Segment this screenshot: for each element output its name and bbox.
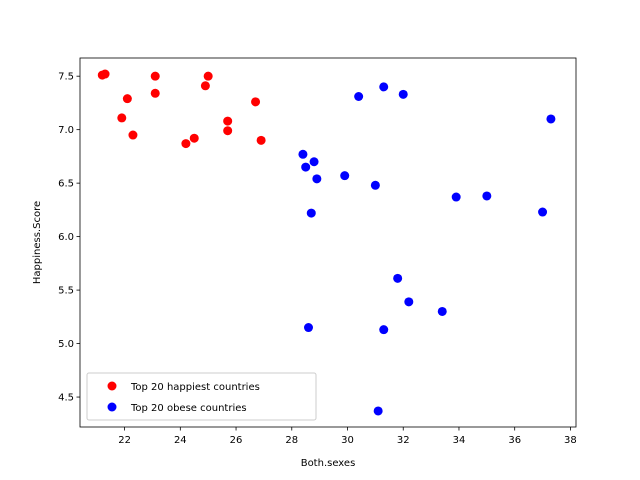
x-tick-label: 36: [508, 435, 521, 446]
x-tick-label: 22: [118, 435, 131, 446]
happiest-country-point: [117, 113, 127, 123]
obese-country-point: [379, 325, 389, 335]
x-tick-label: 32: [397, 435, 410, 446]
obese-country-point: [482, 191, 492, 201]
x-axis-label: Both.sexes: [301, 458, 356, 469]
happiest-country-point: [100, 69, 110, 79]
y-tick-label: 5.5: [58, 286, 74, 297]
axes-frame: [79, 57, 577, 428]
happiest-country-point: [200, 81, 210, 91]
y-tick-label: 7.5: [58, 72, 74, 83]
happiest-country-point: [203, 71, 213, 81]
happiest-country-point: [189, 133, 199, 143]
obese-country-point: [370, 180, 380, 190]
x-tick-label: 30: [341, 435, 354, 446]
legend-box: [86, 372, 317, 421]
y-tick-label: 7.0: [58, 125, 74, 136]
happiest-country-point: [122, 94, 132, 104]
legend: Top 20 happiest countries Top 20 obese c…: [86, 372, 317, 421]
obese-country-point: [298, 149, 308, 159]
obese-country-point: [340, 171, 350, 181]
obese-country-point: [373, 406, 383, 416]
happiest-country-point: [251, 97, 261, 107]
obese-country-point: [538, 207, 548, 217]
legend-label-happiest: Top 20 happiest countries: [130, 382, 260, 393]
obese-country-point: [546, 114, 556, 124]
x-tick-label: 24: [174, 435, 187, 446]
obese-country-point: [404, 297, 414, 307]
happiest-country-point: [223, 116, 233, 126]
obese-country-point: [301, 162, 311, 172]
data-points: [97, 69, 556, 416]
happiest-country-point: [223, 126, 233, 136]
obese-country-point: [379, 82, 389, 92]
obese-country-point: [312, 174, 322, 184]
x-tick-label: 28: [285, 435, 298, 446]
legend-marker-happiest: [107, 381, 117, 391]
y-axis-label: Happiness.Score: [32, 201, 43, 284]
y-tick-label: 6.0: [58, 232, 74, 243]
x-tick-label: 34: [453, 435, 466, 446]
happiest-country-point: [150, 71, 160, 81]
y-tick-label: 5.0: [58, 339, 74, 350]
x-axis-ticks: 22 24 26 28 30 32 34 36 38: [118, 427, 577, 446]
obese-country-point: [393, 273, 403, 283]
happiest-country-point: [150, 88, 160, 98]
obese-country-point: [437, 306, 447, 316]
obese-country-point: [398, 89, 408, 99]
x-tick-label: 38: [564, 435, 577, 446]
x-tick-label: 26: [230, 435, 243, 446]
obese-country-point: [306, 208, 316, 218]
happiest-country-point: [181, 139, 191, 149]
obese-country-point: [354, 92, 364, 102]
happiest-country-point: [256, 135, 266, 145]
happiest-country-point: [128, 130, 138, 140]
legend-marker-obese: [107, 402, 117, 412]
obese-country-point: [309, 157, 319, 167]
obese-country-point: [451, 192, 461, 202]
y-tick-label: 6.5: [58, 179, 74, 190]
obese-country-point: [303, 323, 313, 333]
y-axis-ticks: 4.5 5.0 5.5 6.0 6.5 7.0 7.5: [58, 72, 80, 404]
y-tick-label: 4.5: [58, 393, 74, 404]
legend-label-obese: Top 20 obese countries: [130, 403, 247, 414]
